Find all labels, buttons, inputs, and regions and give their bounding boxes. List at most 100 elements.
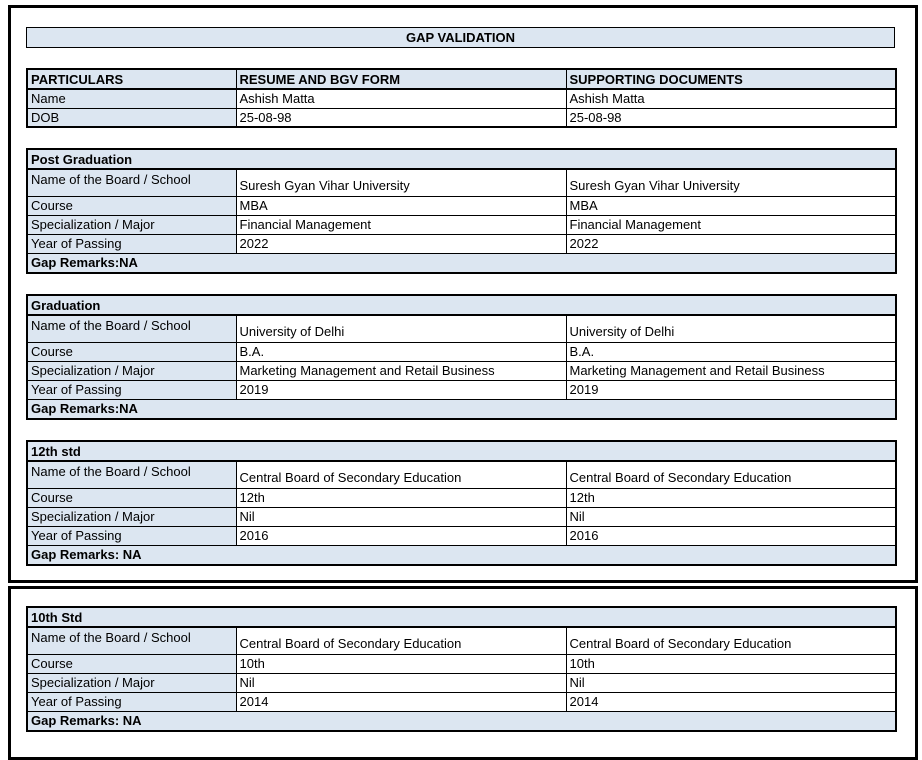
cell-resume-value: University of Delhi: [235, 314, 567, 343]
cell-resume-value: Central Board of Secondary Education: [235, 460, 567, 489]
page-2: 10th Std Name of the Board / School Cent…: [8, 586, 918, 760]
cell-supporting-value: Central Board of Secondary Education: [565, 626, 897, 655]
section-title: 10th Std: [26, 606, 897, 628]
cell-resume-value: 2016: [235, 525, 567, 546]
cell-supporting-value: 2014: [565, 691, 897, 712]
summary-table: PARTICULARS RESUME AND BGV FORM SUPPORTI…: [26, 68, 897, 128]
cell-resume-value: Suresh Gyan Vihar University: [235, 168, 567, 197]
section-table-post-graduation: Post Graduation Name of the Board / Scho…: [26, 148, 897, 274]
table-row: Year of Passing 2016 2016: [26, 525, 897, 546]
cell-resume-value: Financial Management: [235, 214, 567, 235]
table-row: Course MBA MBA: [26, 195, 897, 216]
row-label: Specialization / Major: [26, 672, 237, 693]
cell-supporting-value: Central Board of Secondary Education: [565, 460, 897, 489]
cell-supporting-value: 25-08-98: [565, 107, 897, 128]
cell-supporting-value: Suresh Gyan Vihar University: [565, 168, 897, 197]
cell-resume-value: 2014: [235, 691, 567, 712]
cell-resume-value: Central Board of Secondary Education: [235, 626, 567, 655]
section-table-graduation: Graduation Name of the Board / School Un…: [26, 294, 897, 420]
gap-remarks-row: Gap Remarks:NA: [26, 252, 897, 274]
row-label: Name of the Board / School: [26, 626, 237, 655]
gap-remarks: Gap Remarks: NA: [26, 710, 897, 732]
cell-resume-value: 25-08-98: [235, 107, 567, 128]
page-1: GAP VALIDATION PARTICULARS RESUME AND BG…: [8, 5, 918, 583]
gap-remarks-row: Gap Remarks: NA: [26, 544, 897, 566]
section-title: Post Graduation: [26, 148, 897, 170]
cell-resume-value: 10th: [235, 653, 567, 674]
row-label: Specialization / Major: [26, 506, 237, 527]
table-row: Name of the Board / School Central Board…: [26, 626, 897, 655]
section-header-row: 12th std: [26, 440, 897, 462]
cell-supporting-value: 10th: [565, 653, 897, 674]
section-title: 12th std: [26, 440, 897, 462]
table-row: Year of Passing 2014 2014: [26, 691, 897, 712]
table-row: Year of Passing 2022 2022: [26, 233, 897, 254]
row-label: Name: [26, 88, 237, 109]
page-1-content: GAP VALIDATION PARTICULARS RESUME AND BG…: [11, 8, 915, 566]
table-row: Specialization / Major Nil Nil: [26, 506, 897, 527]
table-row: Name of the Board / School Central Board…: [26, 460, 897, 489]
cell-resume-value: B.A.: [235, 341, 567, 362]
row-label: Specialization / Major: [26, 360, 237, 381]
row-label: Year of Passing: [26, 691, 237, 712]
summary-row-name: Name Ashish Matta Ashish Matta: [26, 88, 897, 109]
table-row: Course 10th 10th: [26, 653, 897, 674]
section-table-10th-std: 10th Std Name of the Board / School Cent…: [26, 606, 897, 732]
summary-header-resume: RESUME AND BGV FORM: [235, 68, 567, 90]
summary-header-particulars: PARTICULARS: [26, 68, 237, 90]
cell-resume-value: Ashish Matta: [235, 88, 567, 109]
cell-supporting-value: 2016: [565, 525, 897, 546]
table-row: Course B.A. B.A.: [26, 341, 897, 362]
summary-row-dob: DOB 25-08-98 25-08-98: [26, 107, 897, 128]
section-header-row: Post Graduation: [26, 148, 897, 170]
row-label: Year of Passing: [26, 525, 237, 546]
row-label: Name of the Board / School: [26, 168, 237, 197]
summary-header-row: PARTICULARS RESUME AND BGV FORM SUPPORTI…: [26, 68, 897, 90]
page-2-content: 10th Std Name of the Board / School Cent…: [11, 589, 915, 732]
cell-resume-value: Nil: [235, 506, 567, 527]
row-label: Course: [26, 341, 237, 362]
row-label: Course: [26, 653, 237, 674]
row-label: Year of Passing: [26, 379, 237, 400]
row-label: Course: [26, 487, 237, 508]
table-row: Course 12th 12th: [26, 487, 897, 508]
table-row: Name of the Board / School Suresh Gyan V…: [26, 168, 897, 197]
cell-supporting-value: Marketing Management and Retail Business: [565, 360, 897, 381]
cell-supporting-value: University of Delhi: [565, 314, 897, 343]
row-label: Specialization / Major: [26, 214, 237, 235]
cell-supporting-value: MBA: [565, 195, 897, 216]
cell-supporting-value: Nil: [565, 506, 897, 527]
cell-resume-value: Marketing Management and Retail Business: [235, 360, 567, 381]
cell-resume-value: 2022: [235, 233, 567, 254]
gap-remarks: Gap Remarks: NA: [26, 544, 897, 566]
section-table-12th-std: 12th std Name of the Board / School Cent…: [26, 440, 897, 566]
cell-resume-value: Nil: [235, 672, 567, 693]
row-label: Course: [26, 195, 237, 216]
table-row: Name of the Board / School University of…: [26, 314, 897, 343]
table-row: Specialization / Major Nil Nil: [26, 672, 897, 693]
cell-supporting-value: 2019: [565, 379, 897, 400]
section-header-row: Graduation: [26, 294, 897, 316]
section-title: Graduation: [26, 294, 897, 316]
cell-supporting-value: Financial Management: [565, 214, 897, 235]
row-label: Year of Passing: [26, 233, 237, 254]
table-row: Specialization / Major Financial Managem…: [26, 214, 897, 235]
gap-remarks-row: Gap Remarks:NA: [26, 398, 897, 420]
row-label: Name of the Board / School: [26, 314, 237, 343]
cell-supporting-value: 12th: [565, 487, 897, 508]
gap-remarks: Gap Remarks:NA: [26, 398, 897, 420]
cell-resume-value: MBA: [235, 195, 567, 216]
gap-validation-title: GAP VALIDATION: [26, 27, 895, 48]
gap-remarks-row: Gap Remarks: NA: [26, 710, 897, 732]
cell-supporting-value: 2022: [565, 233, 897, 254]
summary-header-supporting: SUPPORTING DOCUMENTS: [565, 68, 897, 90]
cell-resume-value: 2019: [235, 379, 567, 400]
cell-resume-value: 12th: [235, 487, 567, 508]
table-row: Year of Passing 2019 2019: [26, 379, 897, 400]
row-label: DOB: [26, 107, 237, 128]
row-label: Name of the Board / School: [26, 460, 237, 489]
gap-remarks: Gap Remarks:NA: [26, 252, 897, 274]
section-header-row: 10th Std: [26, 606, 897, 628]
cell-supporting-value: Nil: [565, 672, 897, 693]
cell-supporting-value: Ashish Matta: [565, 88, 897, 109]
